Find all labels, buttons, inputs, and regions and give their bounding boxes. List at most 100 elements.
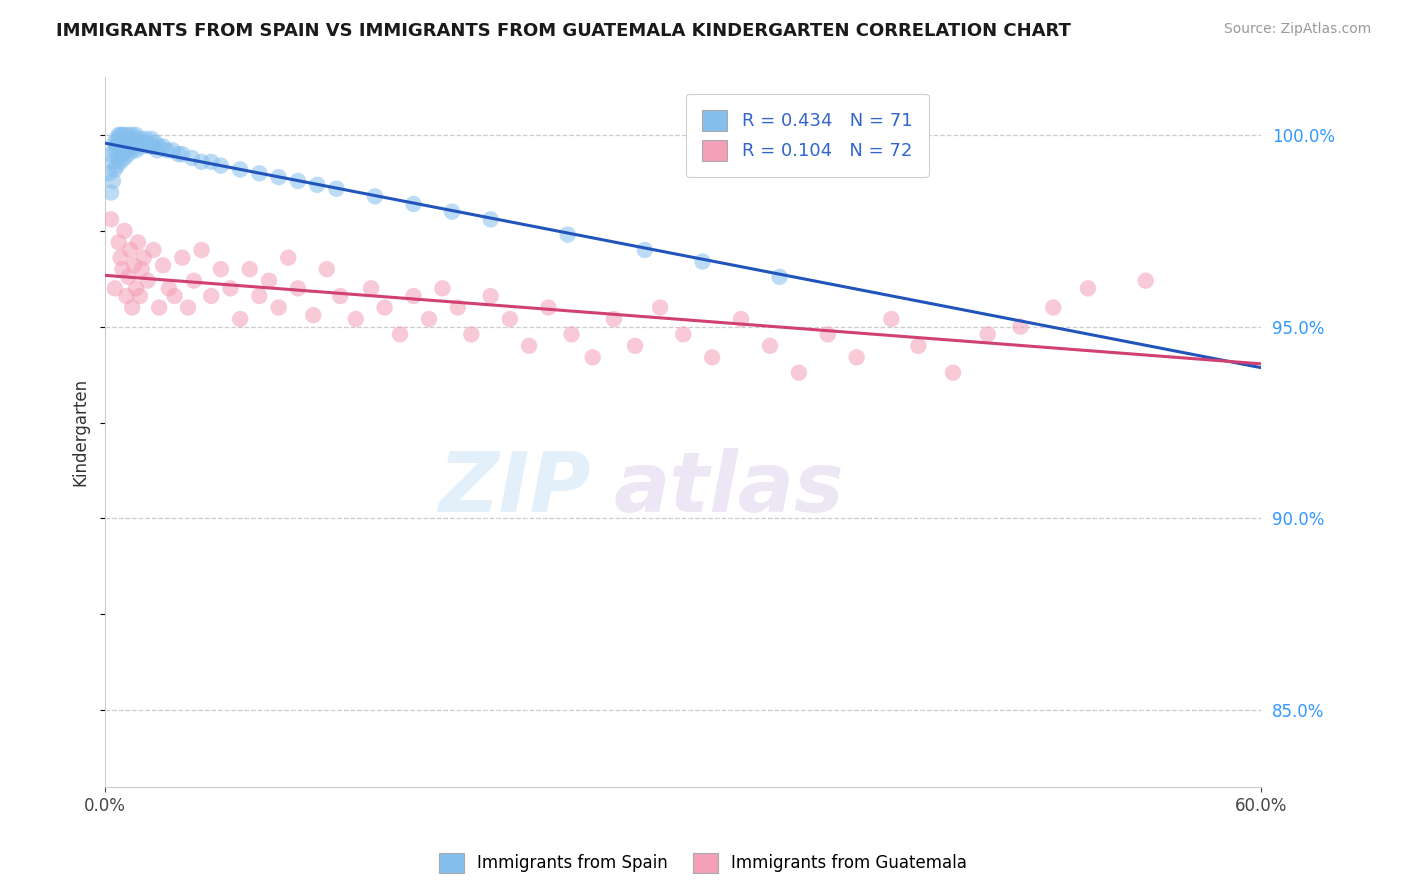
Point <box>582 351 605 365</box>
Point <box>817 327 839 342</box>
Point <box>115 289 138 303</box>
Point <box>142 139 165 153</box>
Point <box>624 339 647 353</box>
Point <box>183 274 205 288</box>
Point <box>479 212 502 227</box>
Point <box>122 258 145 272</box>
Point <box>111 128 134 142</box>
Point <box>977 327 1000 342</box>
Point <box>101 174 124 188</box>
Point <box>104 162 127 177</box>
Point <box>104 136 127 150</box>
Point <box>110 251 132 265</box>
Point <box>219 281 242 295</box>
Point <box>100 212 122 227</box>
Y-axis label: Kindergarten: Kindergarten <box>72 378 89 486</box>
Point <box>104 143 127 157</box>
Point <box>181 151 204 165</box>
Point <box>114 128 136 142</box>
Point <box>537 301 560 315</box>
Point <box>120 139 142 153</box>
Point <box>517 339 540 353</box>
Point <box>117 128 139 142</box>
Point <box>114 151 136 165</box>
Point <box>148 301 170 315</box>
Point <box>120 243 142 257</box>
Point <box>115 132 138 146</box>
Point <box>121 143 143 157</box>
Point <box>146 143 169 157</box>
Point <box>125 281 148 295</box>
Point <box>418 312 440 326</box>
Point <box>389 327 412 342</box>
Point <box>702 351 724 365</box>
Point <box>111 136 134 150</box>
Point <box>257 274 280 288</box>
Point <box>117 147 139 161</box>
Point <box>110 154 132 169</box>
Point <box>364 189 387 203</box>
Point <box>479 289 502 303</box>
Point <box>105 139 128 153</box>
Point <box>127 136 149 150</box>
Point <box>104 281 127 295</box>
Point <box>344 312 367 326</box>
Point <box>229 312 252 326</box>
Point <box>143 136 166 150</box>
Point <box>135 132 157 146</box>
Point <box>432 281 454 295</box>
Text: ZIP: ZIP <box>439 449 591 529</box>
Point <box>499 312 522 326</box>
Point <box>787 366 810 380</box>
Point <box>107 128 129 142</box>
Point <box>156 143 179 157</box>
Point <box>634 243 657 257</box>
Point <box>141 132 163 146</box>
Point <box>132 251 155 265</box>
Point <box>111 262 134 277</box>
Point <box>117 269 139 284</box>
Point <box>287 281 309 295</box>
Point <box>247 166 270 180</box>
Point <box>1042 301 1064 315</box>
Text: atlas: atlas <box>614 449 845 529</box>
Point <box>441 204 464 219</box>
Point <box>759 339 782 353</box>
Point <box>267 170 290 185</box>
Point <box>138 139 160 153</box>
Point <box>121 128 143 142</box>
Point <box>177 301 200 315</box>
Point <box>125 143 148 157</box>
Point <box>190 154 212 169</box>
Point <box>128 132 150 146</box>
Point <box>105 132 128 146</box>
Point <box>163 289 186 303</box>
Point <box>907 339 929 353</box>
Point <box>209 262 232 277</box>
Point <box>111 147 134 161</box>
Point <box>329 289 352 303</box>
Point <box>172 251 194 265</box>
Point <box>117 136 139 150</box>
Point <box>229 162 252 177</box>
Point <box>603 312 626 326</box>
Point <box>239 262 262 277</box>
Point <box>360 281 382 295</box>
Text: Source: ZipAtlas.com: Source: ZipAtlas.com <box>1223 22 1371 37</box>
Point <box>557 227 579 242</box>
Point <box>200 289 222 303</box>
Point <box>107 235 129 250</box>
Point <box>460 327 482 342</box>
Point <box>136 136 159 150</box>
Point <box>122 132 145 146</box>
Point <box>209 159 232 173</box>
Point <box>127 235 149 250</box>
Point <box>115 143 138 157</box>
Point <box>692 254 714 268</box>
Point <box>315 262 337 277</box>
Point <box>107 136 129 150</box>
Point <box>307 178 329 192</box>
Point <box>374 301 396 315</box>
Point <box>105 159 128 173</box>
Point <box>157 281 180 295</box>
